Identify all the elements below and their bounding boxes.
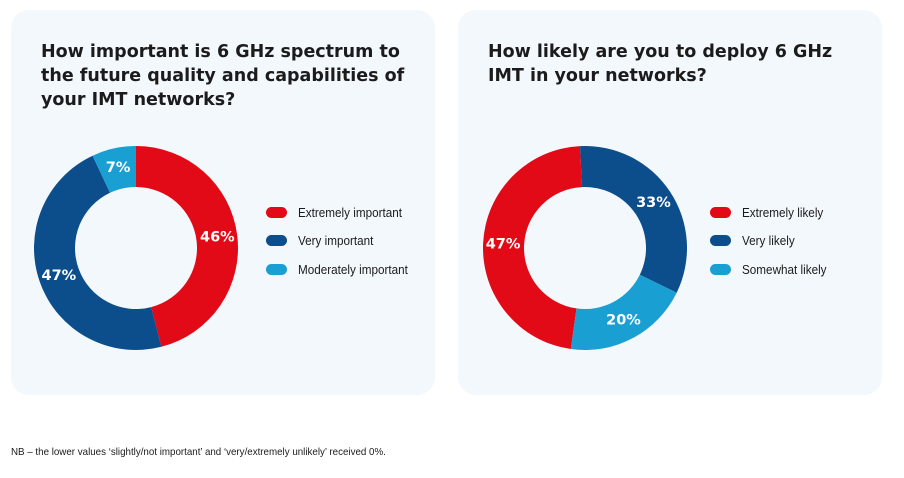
donut-chart-importance: 46% 47% 7% [33,146,239,350]
donut-slice [136,146,239,347]
legend-swatch [266,206,287,218]
legend-swatch [266,263,287,275]
legend-swatch [710,206,731,218]
legend-swatch [710,263,731,275]
slice-value-label: 47% [41,268,76,284]
donut-chart-likelihood: 47% 33% 20% [482,146,687,350]
donut-slice [580,146,687,293]
donut-slice [33,155,162,350]
legend: Extremely important Very important Moder… [266,198,420,284]
legend-swatch [266,235,287,247]
donut-slice [570,274,677,350]
chart-panel-likelihood: How likely are you to deploy 6 GHz IMT i… [458,10,882,395]
slice-value-label: 33% [636,195,671,211]
donut-slice [482,146,583,350]
donut-slice [92,146,136,193]
legend: Extremely likely Very likely Somewhat li… [710,198,836,284]
legend-swatch [710,235,731,247]
legend-item: Extremely likely [710,198,836,227]
legend-label: Very important [298,233,374,249]
chart-panel-importance: How important is 6 GHz spectrum to the f… [11,10,435,395]
legend-label: Moderately important [298,261,408,277]
legend-item: Very likely [710,227,836,256]
legend-label: Somewhat likely [742,261,827,277]
slice-value-label: 46% [200,230,235,246]
legend-label: Extremely important [298,204,403,220]
legend-item: Extremely important [266,198,420,227]
chart-title: How likely are you to deploy 6 GHz IMT i… [488,42,833,86]
slice-value-label: 47% [486,236,521,252]
footnote: NB – the lower values ‘slightly/not impo… [11,446,386,458]
slice-value-label: 20% [606,312,641,328]
legend-item: Moderately important [266,255,420,284]
slice-value-label: 7% [106,160,131,176]
legend-label: Extremely likely [742,204,824,220]
legend-item: Very important [266,227,420,256]
legend-item: Somewhat likely [710,255,836,284]
legend-label: Very likely [742,233,795,249]
chart-title: How important is 6 GHz spectrum to the f… [41,42,405,110]
